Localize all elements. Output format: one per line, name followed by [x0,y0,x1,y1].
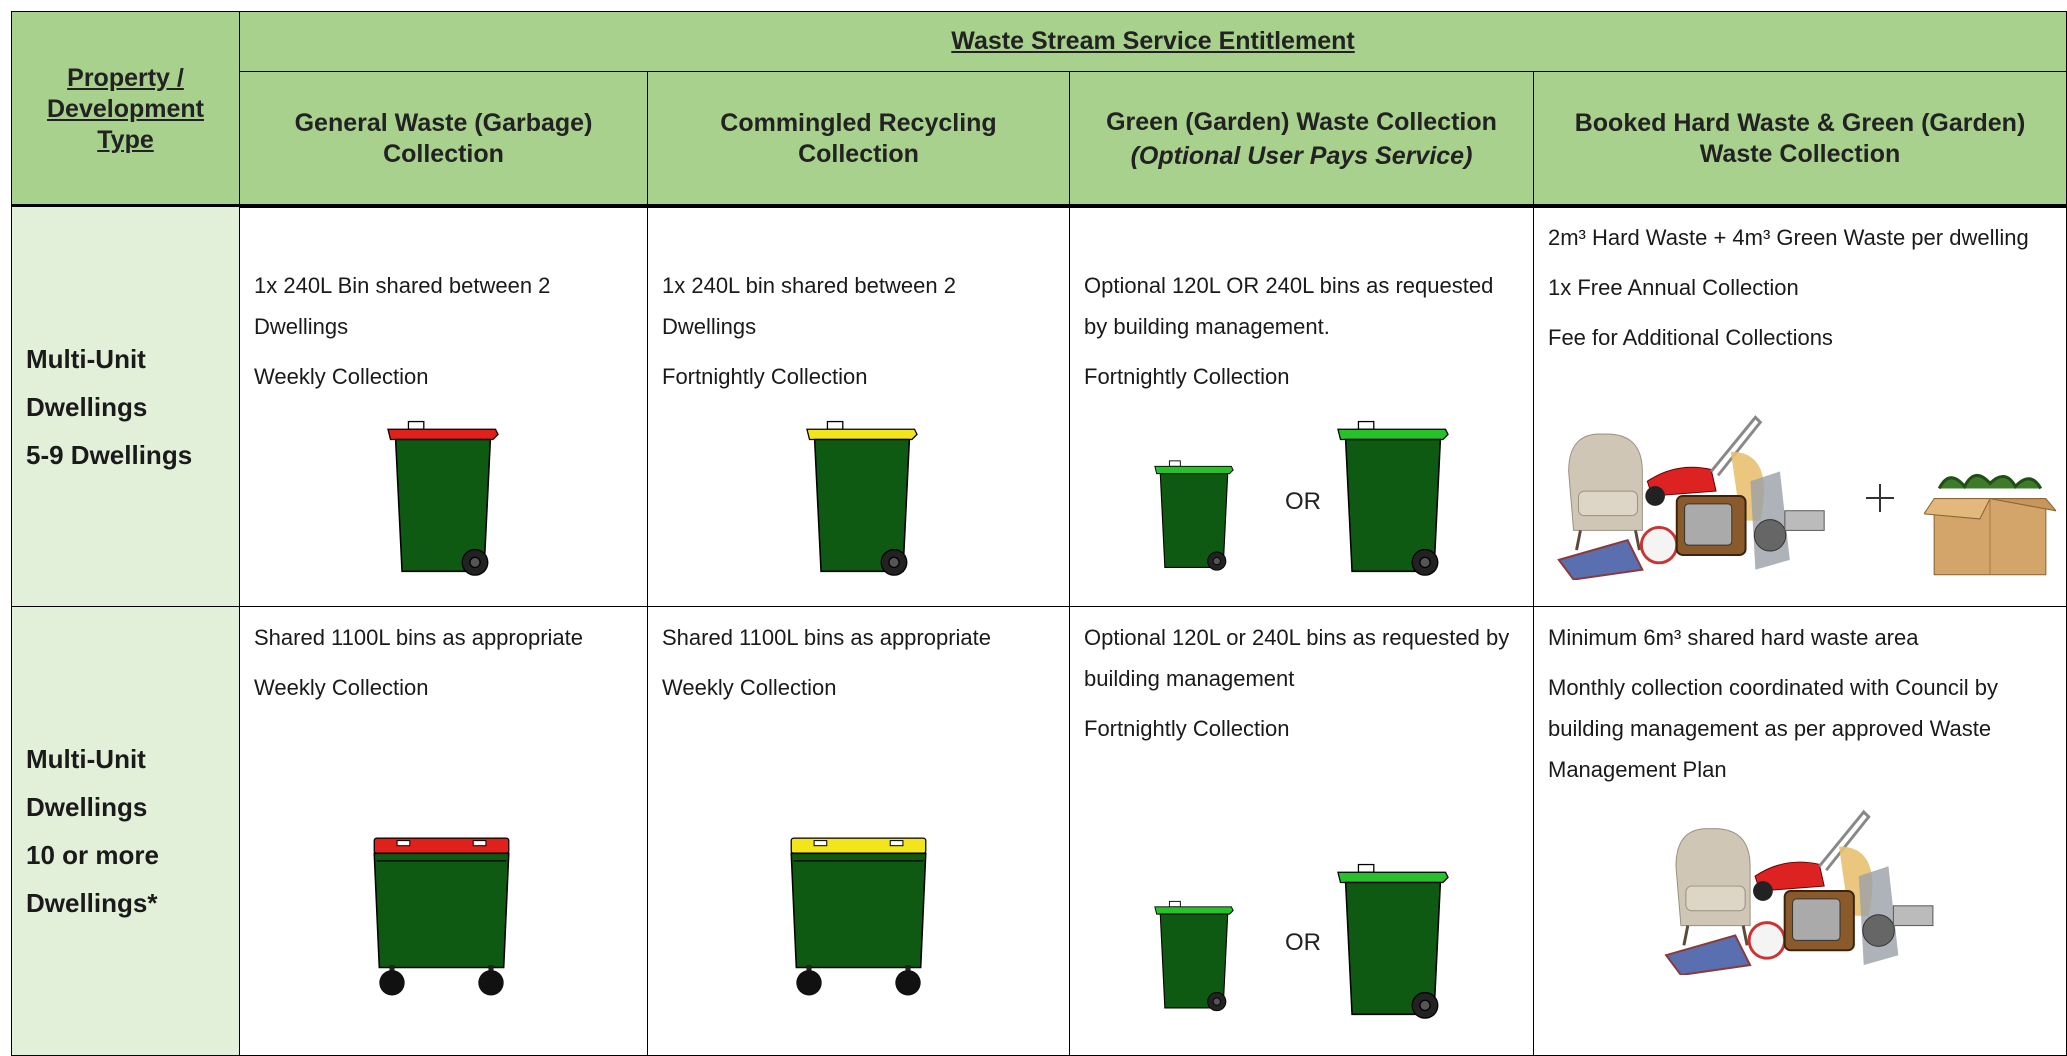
cell-line: Optional 120L OR 240L bins as requested … [1084,265,1519,347]
row-label: Multi-Unit Dwellings 5-9 Dwellings [11,206,240,607]
entitlement-cell: 2m³ Hard Waste + 4m³ Green Waste per dwe… [1533,206,2067,607]
row-label-line: 5-9 Dwellings [26,431,239,479]
entitlement-cell: Optional 120L OR 240L bins as requested … [1069,206,1534,607]
column-title: General Waste (Garbage) Collection [264,108,623,170]
entitlement-cell: Shared 1100L bins as appropriate Weekly … [647,606,1070,1056]
row-label-line: Dwellings* [26,879,239,927]
entitlement-cell: 1x 240L bin shared between 2 Dwellings F… [647,206,1070,607]
column-subtitle: (Optional User Pays Service) [1131,142,1473,171]
cell-line: Shared 1100L bins as appropriate [662,617,1055,658]
cell-line: Monthly collection coordinated with Coun… [1548,667,2052,790]
row-label-line: Dwellings [26,783,239,831]
page: Waste Stream Service Entitlement {"heade… [0,0,2067,1046]
column-title: Commingled Recycling Collection [672,108,1045,170]
entitlement-cell: Minimum 6m³ shared hard waste area Month… [1533,606,2067,1056]
cell-line: 2m³ Hard Waste + 4m³ Green Waste per dwe… [1548,217,2052,258]
column-header: Commingled Recycling Collection [647,71,1070,207]
column-header: Green (Garden) Waste Collection (Optiona… [1069,71,1534,207]
column-header: General Waste (Garbage) Collection [239,71,648,207]
entitlement-cell: Shared 1100L bins as appropriate Weekly … [239,606,648,1056]
entitlement-cell: 1x 240L Bin shared between 2 Dwellings W… [239,206,648,607]
row-label-line: 10 or more [26,831,239,879]
entitlement-cell: Optional 120L or 240L bins as requested … [1069,606,1534,1056]
row-header: Property / Development Type [36,63,215,156]
cell-line: 1x 240L Bin shared between 2 Dwellings [254,265,633,347]
cell-line: 1x Free Annual Collection [1548,267,2052,308]
cell-line: Shared 1100L bins as appropriate [254,617,633,658]
row-label: Multi-Unit Dwellings 10 or more Dwelling… [11,606,240,1056]
cell-line: Fortnightly Collection [1084,356,1519,397]
cell-line: Fortnightly Collection [662,356,1055,397]
page-body: Property / Development Type Waste Stream… [0,0,2067,1046]
column-title: Green (Garden) Waste Collection [1106,107,1497,138]
cell-line: Fee for Additional Collections [1548,317,2052,358]
cell-line: 1x 240L bin shared between 2 Dwellings [662,265,1055,347]
cell-line: Fortnightly Collection [1084,708,1519,749]
cell-line: Optional 120L or 240L bins as requested … [1084,617,1519,699]
group-title: Waste Stream Service Entitlement [951,27,1354,56]
cell-line: Weekly Collection [662,667,1055,708]
row-header-cell: Property / Development Type [11,11,240,207]
cell-line: Minimum 6m³ shared hard waste area [1548,617,2052,658]
group-header-cell: Waste Stream Service Entitlement [239,11,2067,72]
column-header: Booked Hard Waste & Green (Garden) Waste… [1533,71,2067,207]
cell-line: Weekly Collection [254,356,633,397]
row-label-line: Multi-Unit [26,735,239,783]
column-title: Booked Hard Waste & Green (Garden) Waste… [1558,108,2042,170]
row-label-line: Multi-Unit [26,335,239,383]
cell-line: Weekly Collection [254,667,633,708]
row-label-line: Dwellings [26,383,239,431]
